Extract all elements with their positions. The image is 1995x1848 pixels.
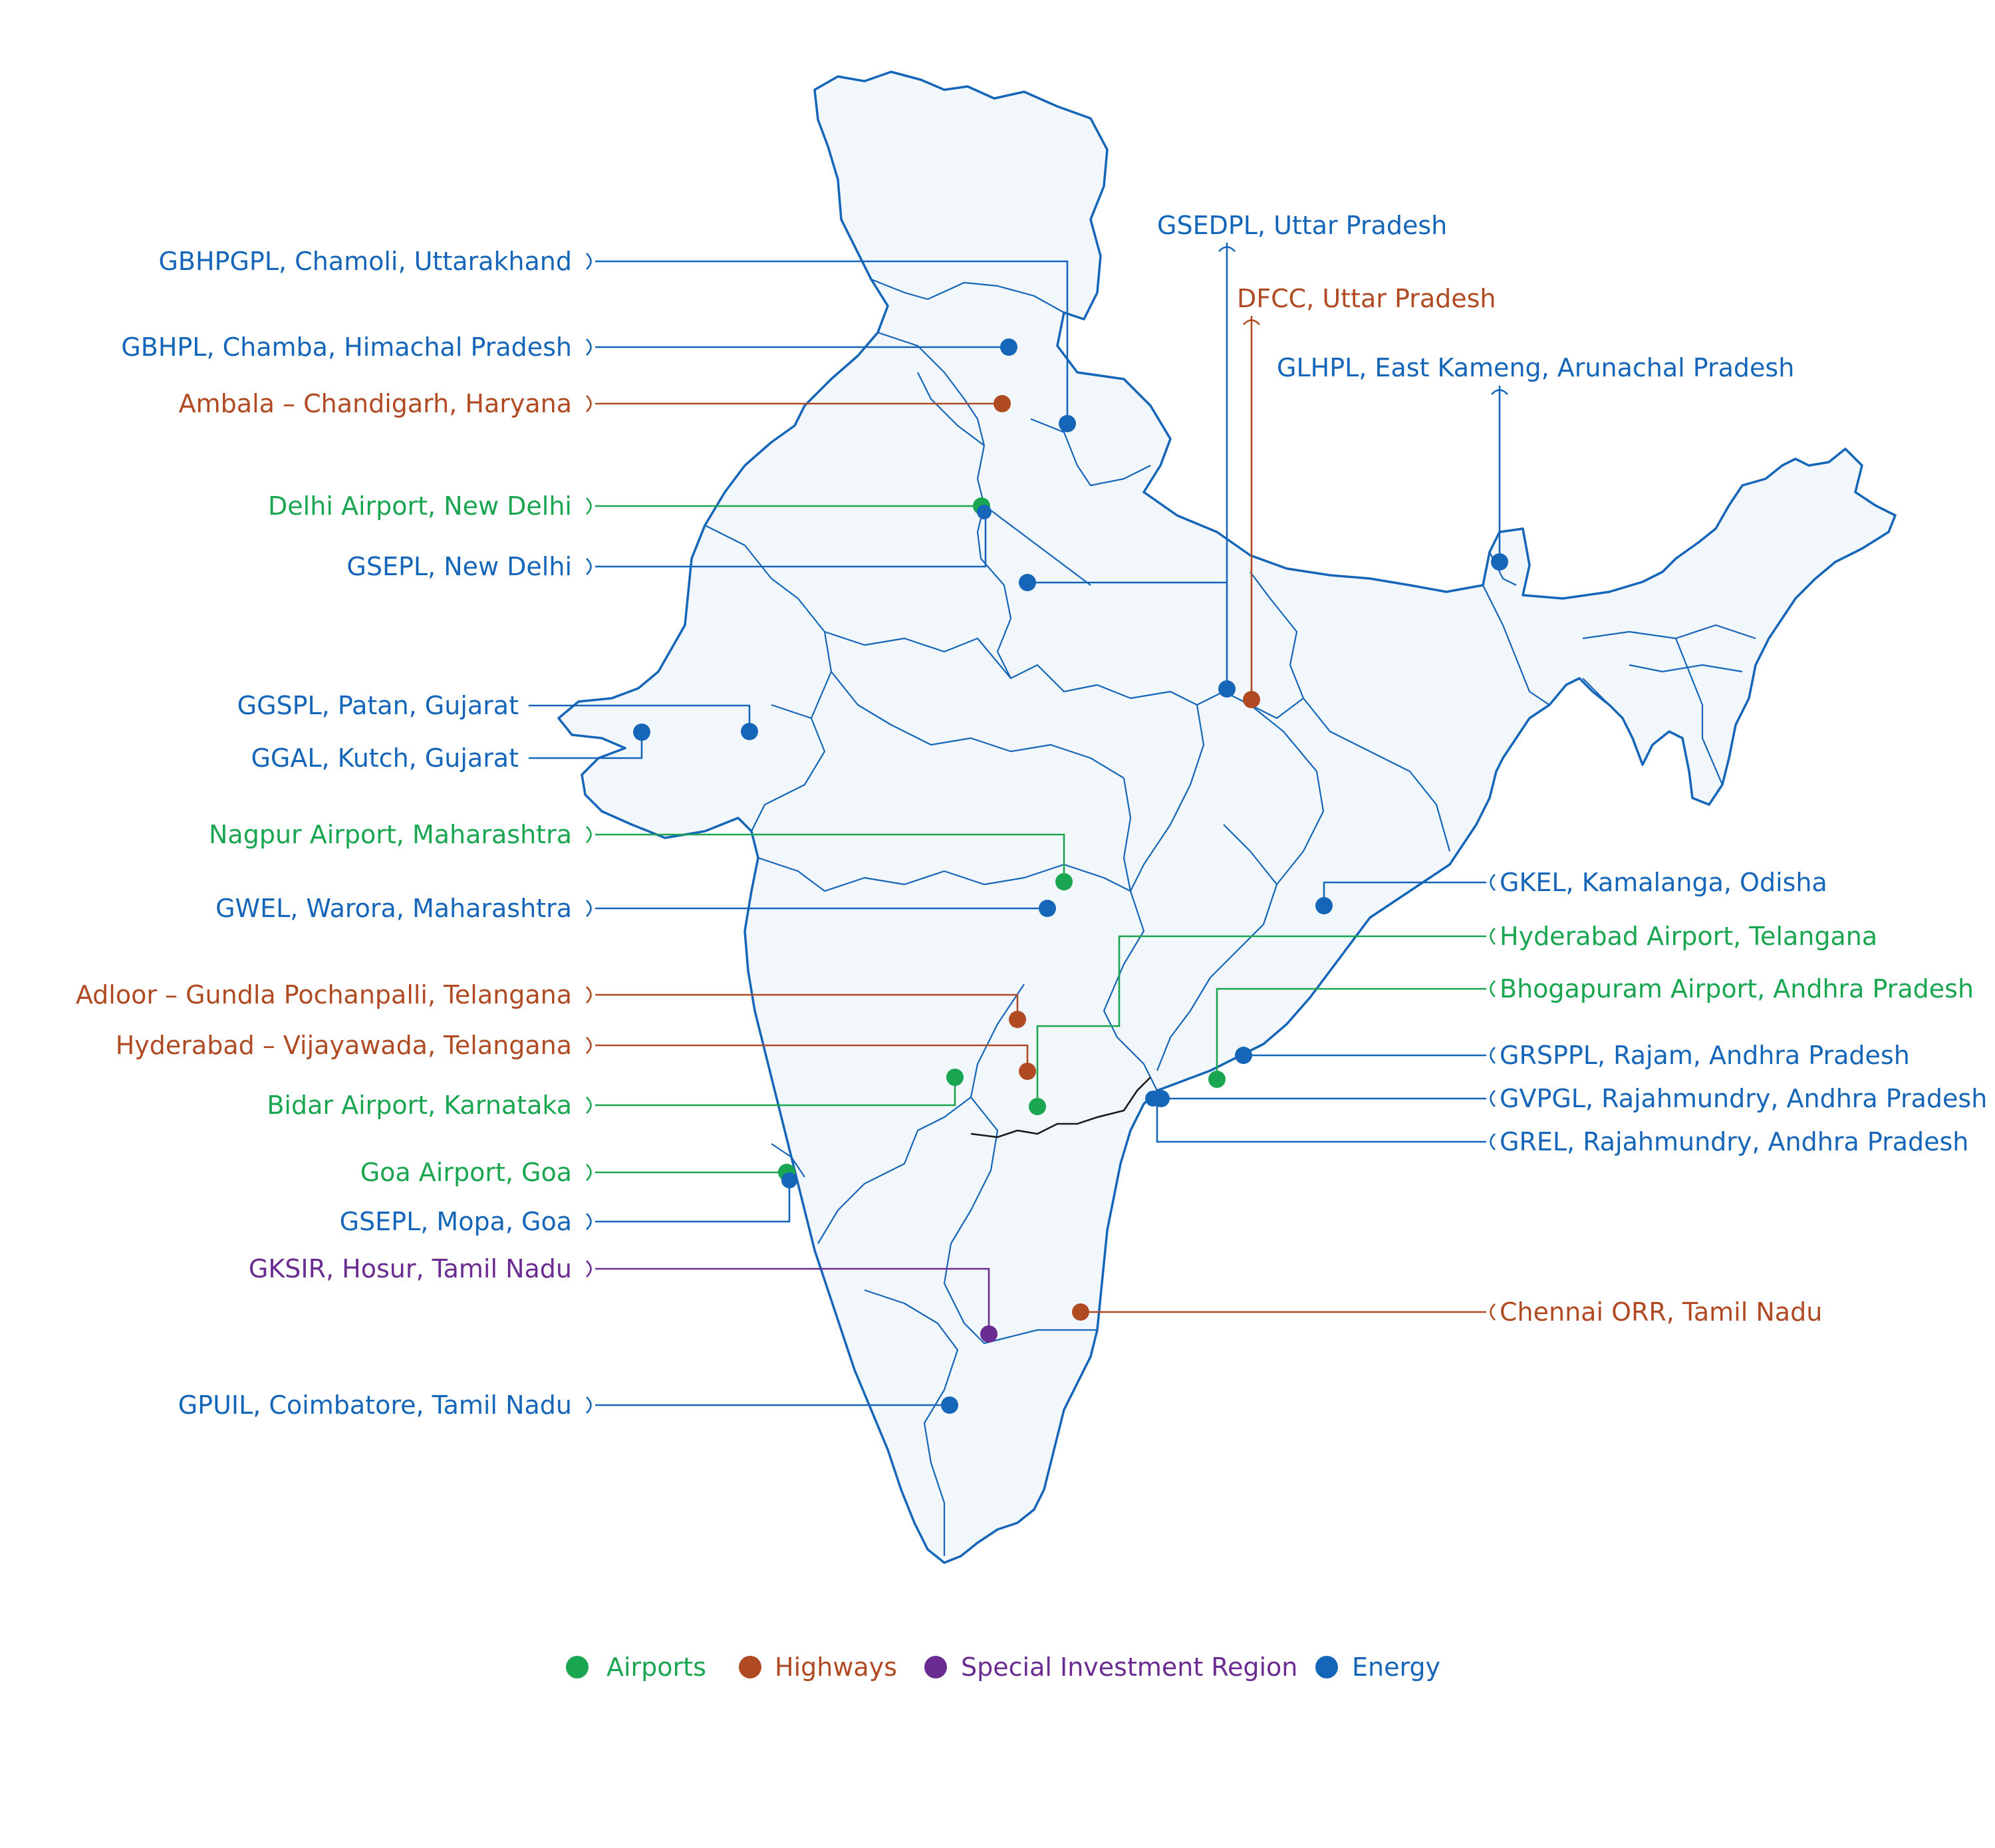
marker-gkel	[1315, 897, 1333, 914]
marker-hyd-vijayawada	[1019, 1063, 1036, 1080]
label-gwel: GWEL, Warora, Maharashtra	[215, 894, 572, 923]
leader-bidar-airport	[595, 1077, 956, 1107]
leader-grel	[1156, 1101, 1486, 1143]
label-ggal: GGAL, Kutch, Gujarat	[251, 743, 519, 773]
marker-grsppl	[1235, 1047, 1252, 1064]
legend-special-label: Special Investment Region	[961, 1652, 1297, 1682]
label-grel: GREL, Rajahmundry, Andhra Pradesh	[1500, 1127, 1968, 1156]
label-hyd-vijayawada: Hyderabad – Vijayawada, Telangana	[116, 1031, 572, 1060]
legend-highways-label: Highways	[775, 1652, 897, 1682]
marker-gsepl-delhi-2	[1019, 574, 1036, 591]
marker-chennai-orr	[1072, 1303, 1089, 1321]
legend-energy-label: Energy	[1352, 1652, 1440, 1682]
marker-gbhpl	[1000, 338, 1017, 356]
marker-bhogapuram	[1208, 1071, 1226, 1088]
label-gbhpl: GBHPL, Chamba, Himachal Pradesh	[121, 332, 572, 362]
marker-gsepl-delhi	[977, 505, 992, 519]
marker-ggspl	[741, 723, 758, 740]
label-gpuil: GPUIL, Coimbatore, Tamil Nadu	[178, 1390, 572, 1420]
legend-energy-swatch	[1315, 1656, 1338, 1678]
marker-bidar-airport	[946, 1069, 964, 1086]
label-adloor: Adloor – Gundla Pochanpalli, Telangana	[76, 980, 572, 1009]
marker-gpuil	[941, 1396, 958, 1414]
label-goa-airport: Goa Airport, Goa	[360, 1158, 572, 1187]
label-bhogapuram: Bhogapuram Airport, Andhra Pradesh	[1500, 974, 1974, 1003]
label-nagpur-airport: Nagpur Airport, Maharashtra	[209, 820, 572, 849]
leader-hyd-airport	[1036, 935, 1486, 1107]
legend-airports-swatch	[566, 1656, 589, 1678]
label-gkel: GKEL, Kamalanga, Odisha	[1500, 868, 1827, 897]
label-grsppl: GRSPPL, Rajam, Andhra Pradesh	[1500, 1041, 1910, 1070]
site-markers	[633, 338, 1508, 1414]
marker-gsepl-goa	[781, 1172, 797, 1188]
leader-gsepl-goa	[595, 1180, 791, 1223]
label-glhpl: GLHPL, East Kameng, Arunachal Pradesh	[1277, 353, 1794, 382]
leader-bhogapuram	[1216, 988, 1486, 1079]
legend: Airports Highways Special Investment Reg…	[566, 1652, 1440, 1682]
telangana-border	[970, 1077, 1151, 1138]
marker-glhpl	[1491, 553, 1508, 571]
marker-ambala-chandigarh	[994, 395, 1011, 412]
label-ambala-chandigarh: Ambala – Chandigarh, Haryana	[179, 389, 572, 418]
marker-ggal	[633, 724, 650, 741]
leader-gbhpgpl	[595, 260, 1069, 424]
legend-special-swatch	[924, 1656, 947, 1678]
marker-gsedpl	[1218, 680, 1236, 698]
marker-dfcc	[1243, 691, 1260, 708]
leader-nagpur-airport	[595, 833, 1065, 882]
leader-gksir	[595, 1267, 990, 1334]
label-hyd-airport: Hyderabad Airport, Telangana	[1500, 922, 1877, 951]
marker-nagpur-airport	[1055, 873, 1073, 890]
label-ggspl: GGSPL, Patan, Gujarat	[237, 691, 519, 720]
label-delhi-airport: Delhi Airport, New Delhi	[268, 491, 572, 521]
marker-adloor	[1009, 1011, 1026, 1028]
label-gbhpgpl: GBHPGPL, Chamoli, Uttarakhand	[158, 247, 572, 276]
marker-grel	[1145, 1091, 1161, 1107]
label-gsepl-goa: GSEPL, Mopa, Goa	[340, 1207, 572, 1236]
label-chennai-orr: Chennai ORR, Tamil Nadu	[1500, 1297, 1822, 1327]
label-bidar-airport: Bidar Airport, Karnataka	[267, 1091, 572, 1120]
label-gsedpl: GSEDPL, Uttar Pradesh	[1157, 211, 1447, 240]
legend-airports-label: Airports	[606, 1652, 706, 1682]
leader-gsepl-delhi	[595, 510, 987, 568]
india-outline	[557, 70, 1897, 1564]
marker-gwel	[1039, 900, 1056, 917]
marker-hyd-airport	[1029, 1098, 1046, 1115]
label-gsepl-delhi: GSEPL, New Delhi	[346, 552, 572, 581]
label-brackets	[586, 246, 1508, 1414]
site-labels: GBHPGPL, Chamoli, Uttarakhand GBHPL, Cha…	[76, 211, 1988, 1420]
marker-gksir	[980, 1325, 998, 1343]
label-gksir: GKSIR, Hosur, Tamil Nadu	[249, 1254, 572, 1283]
label-dfcc: DFCC, Uttar Pradesh	[1237, 284, 1496, 313]
marker-gbhpgpl	[1059, 415, 1076, 432]
state-borders	[704, 278, 1756, 1556]
label-gvpgl: GVPGL, Rajahmundry, Andhra Pradesh	[1500, 1084, 1987, 1113]
legend-highways-swatch	[739, 1656, 761, 1678]
